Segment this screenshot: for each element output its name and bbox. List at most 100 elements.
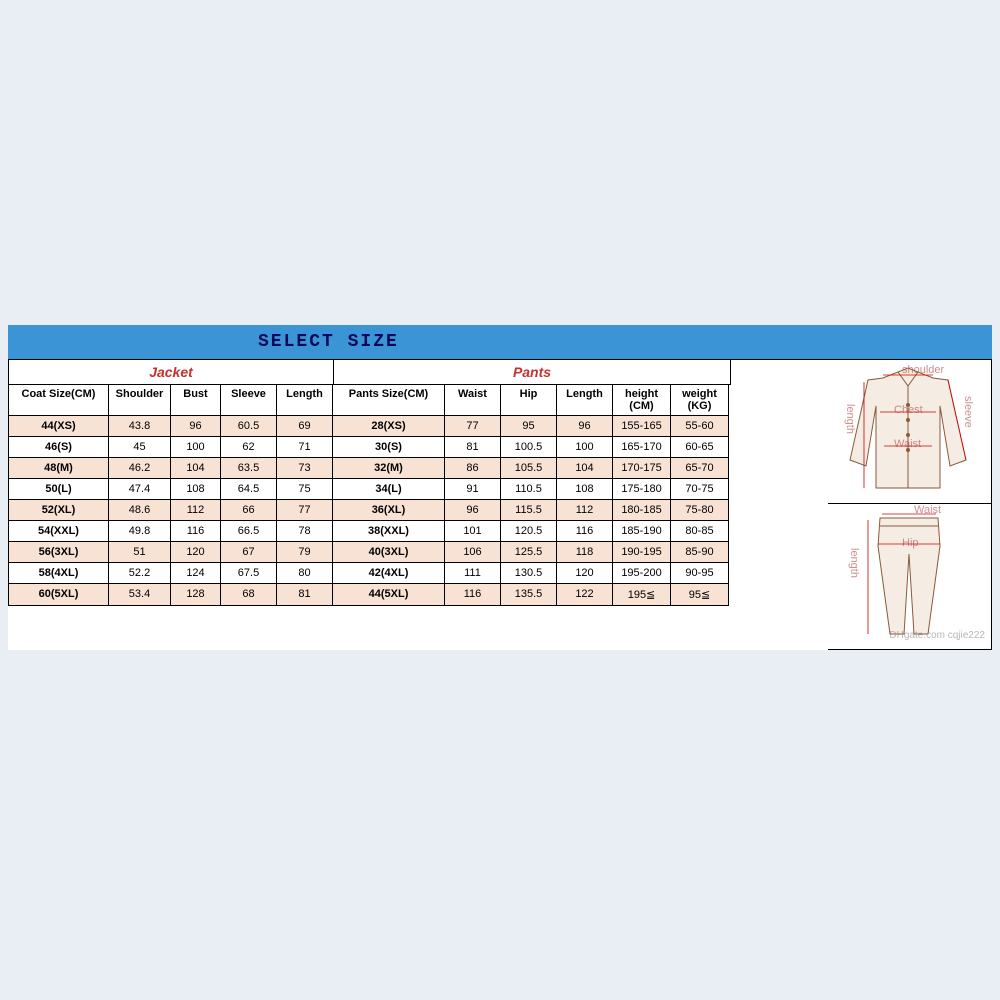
cell: 38(XXL) xyxy=(333,521,445,542)
cell: 118 xyxy=(557,542,613,563)
cell: 78 xyxy=(277,521,333,542)
cell: 81 xyxy=(445,437,501,458)
jacket-col-0: Coat Size(CM) xyxy=(9,385,109,416)
cell: 77 xyxy=(445,416,501,437)
cell: 106 xyxy=(445,542,501,563)
label-waist: Waist xyxy=(894,438,921,450)
cell: 46(S) xyxy=(9,437,109,458)
cell: 111 xyxy=(445,563,501,584)
pants-col-3: Length xyxy=(557,385,613,416)
label-hip: Hip xyxy=(902,537,919,549)
cell: 67.5 xyxy=(221,563,277,584)
cell: 116 xyxy=(445,584,501,606)
cell: 101 xyxy=(445,521,501,542)
cell: 108 xyxy=(171,479,221,500)
cell: 66.5 xyxy=(221,521,277,542)
cell: 185-190 xyxy=(613,521,671,542)
cell: 105.5 xyxy=(501,458,557,479)
cell: 86 xyxy=(445,458,501,479)
cell: 108 xyxy=(557,479,613,500)
cell: 56(3XL) xyxy=(9,542,109,563)
pants-col-1: Waist xyxy=(445,385,501,416)
cell: 130.5 xyxy=(501,563,557,584)
label-pwaist: Waist xyxy=(914,504,941,516)
cell: 60.5 xyxy=(221,416,277,437)
cell: 48.6 xyxy=(109,500,171,521)
cell: 115.5 xyxy=(501,500,557,521)
size-row: 50(L)47.410864.57534(L)91110.5108175-180… xyxy=(8,479,828,500)
cell: 46.2 xyxy=(109,458,171,479)
jacket-col-3: Sleeve xyxy=(221,385,277,416)
cell: 95 xyxy=(501,416,557,437)
cell: 90-95 xyxy=(671,563,729,584)
cell: 67 xyxy=(221,542,277,563)
cell: 125.5 xyxy=(501,542,557,563)
cell: 104 xyxy=(171,458,221,479)
cell: 96 xyxy=(445,500,501,521)
label-shoulder: shoulder xyxy=(902,364,944,376)
cell: 80 xyxy=(277,563,333,584)
diagrams-area: shoulder sleeve length Chest Waist xyxy=(828,359,992,650)
size-chart: SELECT SIZE JacketPants Coat Size(CM)Sho… xyxy=(8,325,992,650)
label-sleeve: sleeve xyxy=(962,396,974,428)
cell: 40(3XL) xyxy=(333,542,445,563)
cell: 100 xyxy=(557,437,613,458)
cell: 63.5 xyxy=(221,458,277,479)
cell: 32(M) xyxy=(333,458,445,479)
label-plength: length xyxy=(848,548,860,578)
cell: 28(XS) xyxy=(333,416,445,437)
size-row: 44(XS)43.89660.56928(XS)779596155-16555-… xyxy=(8,416,828,437)
pants-section-label: Pants xyxy=(334,360,731,385)
cell: 128 xyxy=(171,584,221,606)
cell: 58(4XL) xyxy=(9,563,109,584)
extra-col-0: height(CM) xyxy=(613,385,671,416)
cell: 165-170 xyxy=(613,437,671,458)
cell: 79 xyxy=(277,542,333,563)
cell: 100.5 xyxy=(501,437,557,458)
cell: 155-165 xyxy=(613,416,671,437)
label-length: length xyxy=(844,404,856,434)
cell: 110.5 xyxy=(501,479,557,500)
cell: 53.4 xyxy=(109,584,171,606)
pants-col-0: Pants Size(CM) xyxy=(333,385,445,416)
size-row: 54(XXL)49.811666.57838(XXL)101120.511618… xyxy=(8,521,828,542)
cell: 170-175 xyxy=(613,458,671,479)
cell: 51 xyxy=(109,542,171,563)
extra-col-1: weight(KG) xyxy=(671,385,729,416)
cell: 45 xyxy=(109,437,171,458)
cell: 95≦ xyxy=(671,584,729,606)
cell: 85-90 xyxy=(671,542,729,563)
cell: 116 xyxy=(171,521,221,542)
cell: 70-75 xyxy=(671,479,729,500)
cell: 73 xyxy=(277,458,333,479)
cell: 42(4XL) xyxy=(333,563,445,584)
cell: 60(5XL) xyxy=(9,584,109,606)
jacket-col-4: Length xyxy=(277,385,333,416)
cell: 44(5XL) xyxy=(333,584,445,606)
jacket-col-1: Shoulder xyxy=(109,385,171,416)
cell: 112 xyxy=(171,500,221,521)
cell: 47.4 xyxy=(109,479,171,500)
jacket-section-label: Jacket xyxy=(9,360,334,385)
jacket-col-2: Bust xyxy=(171,385,221,416)
cell: 91 xyxy=(445,479,501,500)
size-row: 46(S)45100627130(S)81100.5100165-17060-6… xyxy=(8,437,828,458)
cell: 135.5 xyxy=(501,584,557,606)
watermark-text: DHgate.com cqjie222 xyxy=(889,630,985,641)
size-row: 56(3XL)51120677940(3XL)106125.5118190-19… xyxy=(8,542,828,563)
cell: 48(M) xyxy=(9,458,109,479)
cell: 44(XS) xyxy=(9,416,109,437)
cell: 34(L) xyxy=(333,479,445,500)
cell: 80-85 xyxy=(671,521,729,542)
cell: 71 xyxy=(277,437,333,458)
cell: 30(S) xyxy=(333,437,445,458)
cell: 52.2 xyxy=(109,563,171,584)
pants-diagram: Waist Hip length DHgate.com cqjie222 xyxy=(828,504,991,649)
size-row: 52(XL)48.6112667736(XL)96115.5112180-185… xyxy=(8,500,828,521)
cell: 36(XL) xyxy=(333,500,445,521)
cell: 195-200 xyxy=(613,563,671,584)
size-row: 48(M)46.210463.57332(M)86105.5104170-175… xyxy=(8,458,828,479)
cell: 66 xyxy=(221,500,277,521)
cell: 52(XL) xyxy=(9,500,109,521)
cell: 120 xyxy=(557,563,613,584)
